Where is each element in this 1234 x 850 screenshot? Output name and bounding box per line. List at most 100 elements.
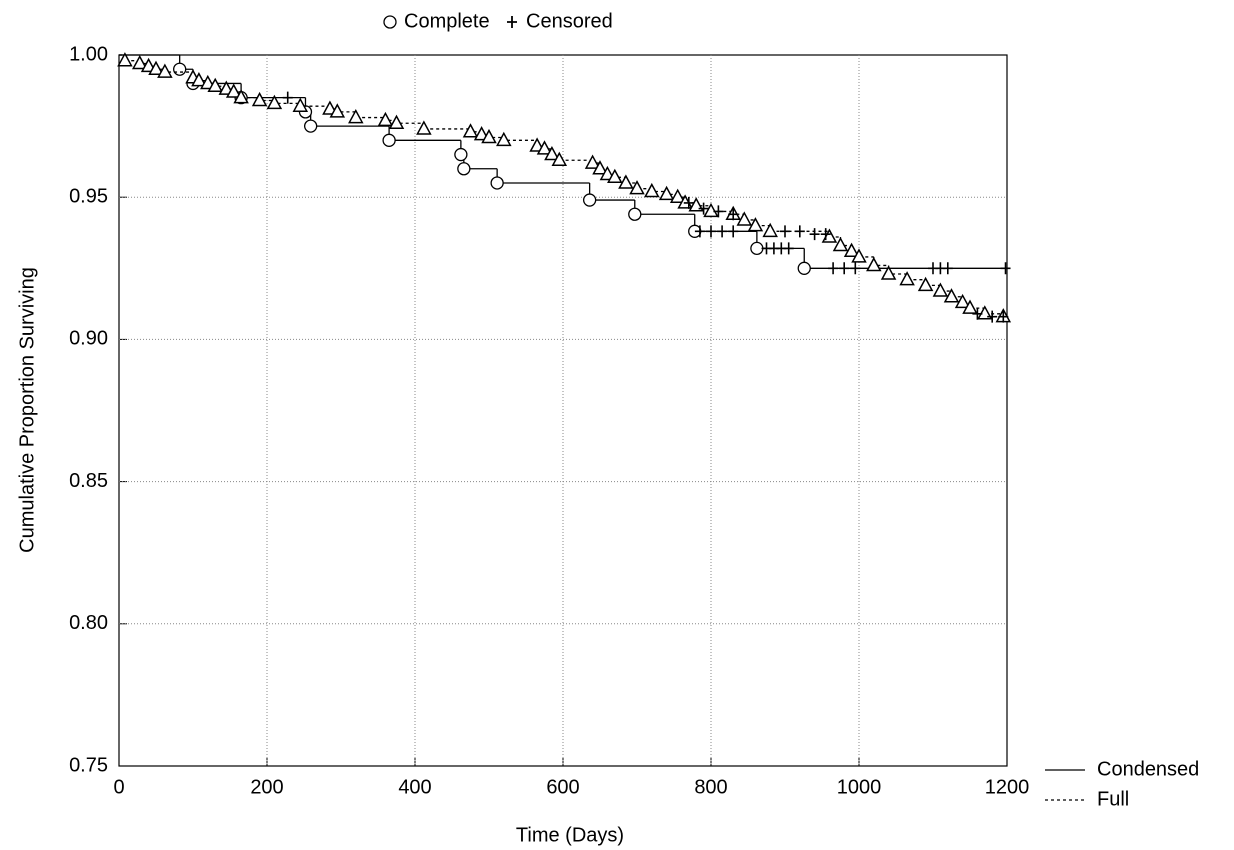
y-tick-label: 0.80 (69, 612, 108, 634)
y-tick-label: 0.85 (69, 470, 108, 492)
y-tick-label: 1.00 (69, 43, 108, 65)
legend-label: Censored (526, 10, 613, 32)
x-tick-label: 600 (546, 776, 579, 798)
complete-marker (762, 222, 778, 238)
complete-marker (191, 72, 207, 87)
complete-marker (157, 63, 173, 78)
complete-marker (747, 217, 764, 232)
legend-label: Condensed (1097, 758, 1199, 780)
censored-marker (698, 202, 709, 215)
complete-marker (866, 256, 882, 272)
legend-label: Complete (404, 10, 490, 32)
complete-marker (536, 140, 553, 155)
censored-marker (794, 225, 805, 238)
x-tick-label: 400 (398, 776, 431, 798)
complete-marker (329, 103, 346, 118)
complete-marker (457, 162, 471, 176)
complete-marker (266, 94, 283, 110)
legend-marker (507, 16, 517, 28)
x-tick-label: 800 (694, 776, 727, 798)
complete-marker (551, 151, 568, 166)
complete-marker (582, 193, 597, 207)
complete-marker (669, 188, 686, 203)
survival-step (299, 103, 330, 107)
y-tick-label: 0.75 (69, 754, 108, 776)
legend-label: Full (1097, 788, 1129, 810)
complete-marker (496, 131, 512, 147)
x-tick-label: 0 (113, 776, 124, 798)
complete-marker (880, 265, 897, 280)
censored-marker (780, 225, 790, 238)
complete-marker (304, 119, 318, 133)
complete-marker (207, 77, 223, 93)
complete-marker (544, 145, 560, 161)
complete-marker (584, 154, 601, 169)
censored-marker (998, 310, 1009, 323)
complete-marker (618, 174, 634, 189)
survival-step (355, 111, 386, 119)
censored-marker (683, 196, 694, 209)
complete-marker (131, 54, 148, 70)
y-tick-label: 0.95 (69, 185, 108, 207)
complete-marker (750, 241, 764, 256)
complete-marker (292, 97, 309, 112)
survival-step (803, 248, 1007, 269)
complete-marker (843, 242, 860, 257)
x-tick-label: 1200 (985, 776, 1030, 798)
complete-marker (251, 91, 268, 107)
complete-marker (462, 123, 479, 138)
complete-marker (932, 282, 949, 297)
complete-marker (628, 207, 642, 221)
legend-marker (383, 15, 397, 29)
complete-marker (225, 83, 242, 98)
censored-marker (728, 208, 739, 221)
censored-marker (820, 228, 831, 241)
censored-marker (282, 91, 293, 104)
complete-marker (658, 185, 675, 201)
complete-marker (173, 62, 187, 76)
x-tick-label: 1000 (837, 776, 882, 798)
censored-marker (717, 225, 728, 238)
y-tick-label: 0.90 (69, 328, 108, 350)
complete-marker (688, 197, 704, 212)
censored-marker (828, 262, 839, 275)
complete-marker (851, 248, 867, 263)
censored-marker (706, 225, 716, 238)
complete-marker (736, 211, 753, 226)
complete-marker (416, 120, 432, 135)
censored-marker (987, 310, 998, 323)
survival-step (310, 111, 390, 127)
censored-marker (942, 262, 953, 275)
censored-marker (839, 262, 850, 275)
complete-marker (977, 305, 993, 320)
y-axis-label: Cumulative Proportion Surviving (16, 267, 38, 553)
censored-marker (850, 262, 861, 275)
complete-marker (797, 261, 811, 275)
complete-marker (962, 299, 978, 314)
complete-marker (943, 288, 960, 303)
complete-marker (348, 108, 364, 124)
censored-marker (713, 205, 724, 218)
complete-marker (382, 133, 396, 147)
x-axis-label: Time (Days) (516, 824, 624, 846)
complete-marker (954, 293, 971, 309)
complete-marker (899, 271, 915, 286)
survival-step (423, 123, 471, 130)
complete-marker (490, 176, 504, 190)
complete-marker (454, 147, 468, 162)
censored-marker (809, 228, 820, 241)
complete-marker (233, 89, 249, 104)
complete-marker (148, 60, 164, 75)
complete-marker (377, 111, 394, 127)
complete-marker (629, 180, 645, 195)
complete-marker (607, 168, 623, 184)
complete-marker (917, 276, 934, 292)
survival-step (240, 83, 306, 99)
complete-marker (592, 160, 608, 175)
complete-marker (117, 52, 133, 67)
survival-step (503, 137, 538, 141)
censored-marker (728, 225, 739, 238)
complete-marker (388, 114, 405, 130)
survival-step (558, 154, 593, 161)
